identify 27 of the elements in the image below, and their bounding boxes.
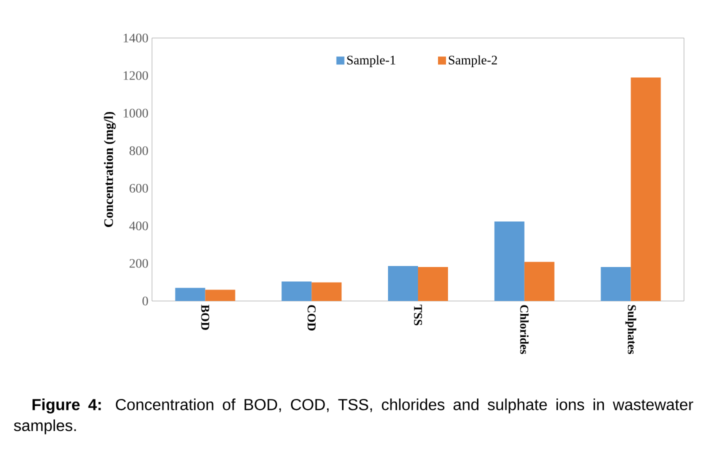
x-tick-label: BOD <box>201 304 210 330</box>
bar <box>524 262 554 301</box>
x-tick-label: TSS <box>414 304 422 326</box>
bar <box>175 288 206 301</box>
legend-label: Sample-2 <box>448 55 497 68</box>
x-tick-label: Sulphates <box>625 305 636 354</box>
x-tick-label: Chlorides <box>520 305 529 354</box>
y-tick-label: 0 <box>142 296 148 306</box>
bar <box>494 222 524 301</box>
legend-label: Sample-1 <box>347 55 396 68</box>
bar <box>312 282 342 301</box>
y-tick-label: 1200 <box>124 71 148 80</box>
bar <box>418 266 448 301</box>
y-tick-label: 200 <box>130 259 148 268</box>
y-tick-label: 1400 <box>124 34 148 42</box>
bar <box>388 266 418 301</box>
y-tick-label: 600 <box>130 184 148 193</box>
text: Figure 4: Concentration of BOD, COD, TSS, chlorides and sulphate ions in wastewater samples. <box>14 398 694 434</box>
y-tick-label: 400 <box>129 221 148 230</box>
bar <box>630 77 661 301</box>
y-tick-label: 800 <box>130 146 148 156</box>
y-axis-title: Concentration (mg/l) <box>104 112 116 227</box>
bar <box>205 290 236 301</box>
bar <box>600 266 631 301</box>
x-tick-label: COD <box>308 305 316 330</box>
bar <box>282 281 312 301</box>
y-tick-label: 1000 <box>124 108 148 118</box>
